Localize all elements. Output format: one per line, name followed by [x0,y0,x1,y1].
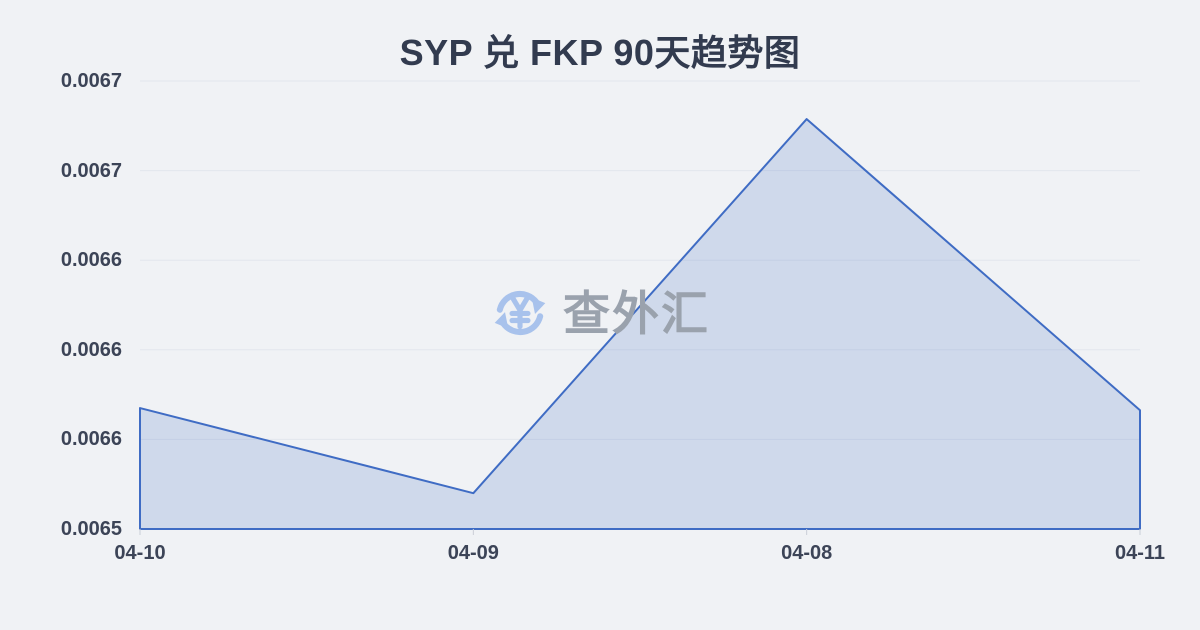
x-axis-tick-label: 04-11 [1114,542,1166,564]
area-series [139,118,1141,530]
y-axis-tick-label: 0.0067 [60,70,122,92]
x-axis-ticks [139,529,1141,535]
y-axis-tick-label: 0.0066 [60,338,122,361]
y-axis-tick-label: 0.0066 [60,249,122,272]
x-axis-tick-label: 04-09 [447,542,499,564]
chart-title: SYP 兑 FKP 90天趋势图 [399,32,801,73]
x-axis-tick-label: 04-08 [781,542,833,564]
y-axis-tick-label: 0.0065 [60,518,122,540]
x-axis-tick-label: 04-10 [114,542,166,564]
y-axis-tick-label: 0.0066 [60,428,122,451]
y-axis-tick-label: 0.0067 [60,159,122,182]
